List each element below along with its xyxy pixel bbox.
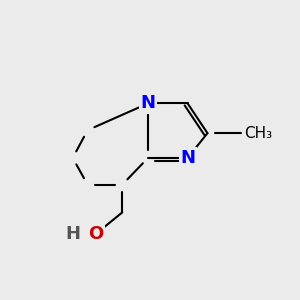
Text: N: N: [180, 149, 195, 167]
Text: H: H: [66, 225, 81, 243]
Text: O: O: [88, 225, 103, 243]
Text: N: N: [140, 94, 155, 112]
Text: CH₃: CH₃: [244, 126, 272, 141]
